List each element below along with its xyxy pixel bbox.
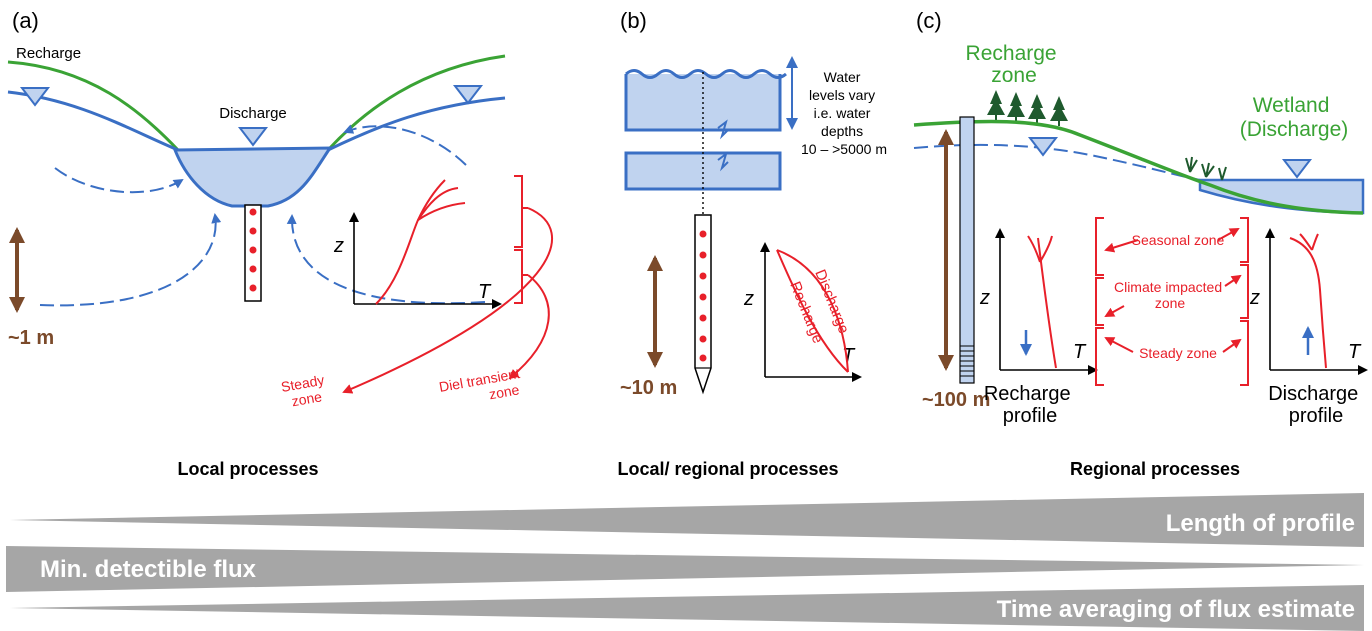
depth-label: ~1 m [8,327,54,349]
zone-pointer-arrows [1104,228,1242,353]
land-surface-right [326,54,506,152]
t-axis-label: T [1348,341,1362,363]
reeds-icon [1185,156,1227,181]
borehole [959,116,975,384]
z-axis-label: z [333,235,344,257]
trees-icon [987,90,1068,126]
zone-brackets-left [1095,217,1104,386]
water-level-icon [452,85,484,105]
temperature-sensors [249,208,257,292]
borehole-screen [960,345,974,377]
water-level-icon [1281,159,1313,179]
probe-rod [694,214,712,395]
panel-c-letter: (c) [916,8,942,33]
water-level-icon [1027,137,1059,157]
panel-a-letter: (a) [12,8,39,33]
water-table [913,143,1201,181]
scale-wedges: Length of profile Min. detectible flux T… [6,493,1364,631]
flux-wedge [6,546,1364,592]
climate-zone-label: Climate impacted zone [1114,279,1226,311]
depth-label: ~10 m [620,377,677,399]
panel-b-caption: Local/ regional processes [617,459,838,479]
stream-basin [172,146,333,208]
temperature-sensors [699,230,707,362]
recharge-zone-label: Recharge zone [966,42,1063,87]
zone-brackets-right [1240,217,1249,386]
length-wedge-label: Length of profile [1166,510,1355,537]
seasonal-zone-label: Seasonal zone [1132,232,1225,248]
length-wedge [10,493,1364,547]
t-axis-label: T [478,281,492,303]
break-mark [717,119,729,140]
t-axis-label: T [1073,341,1087,363]
panel-c-caption: Regional processes [1070,459,1240,479]
panel-b-letter: (b) [620,8,647,33]
discharge-label: Discharge [219,105,287,122]
water-level-icon [19,87,51,107]
recharge-label: Recharge [16,45,81,62]
temperature-profiles [375,179,466,305]
discharge-profile-label: Discharge profile [1268,383,1364,427]
wetland-label: Wetland (Discharge) [1240,94,1349,141]
panel-b: (b) Water levels vary i.e. water depths … [617,8,887,479]
flow-paths [39,124,486,307]
water-level-icon [237,127,269,147]
t-axis-label: T [842,345,856,367]
discharge-temperature-profiles [1289,233,1327,369]
steady-zone-arrow [342,207,554,394]
steady-zone-label: Steady zone [1139,345,1217,361]
panel-a-caption: Local processes [177,459,318,479]
diel-zone-label: Diel transient zone [438,364,528,410]
water-table-right [327,96,506,152]
panel-a: (a) Recharge Discharge ~1 m [7,8,554,479]
z-axis-label: z [743,288,754,310]
recharge-temperature-profiles [1027,235,1057,369]
temperature-profiles [776,249,849,373]
water-level-note: Water levels vary i.e. water depths 10 –… [801,69,887,157]
land-surface [913,119,1364,215]
break-mark [717,151,729,172]
steady-zone-label: Steady zone [280,371,332,411]
land-surface-left [7,60,180,152]
zone-brackets [514,175,528,304]
time-wedge [10,585,1364,631]
water-surface [625,69,787,79]
flux-wedge-label: Min. detectible flux [40,556,257,583]
depth-label: ~100 m [922,389,990,411]
time-wedge-label: Time averaging of flux estimate [997,596,1355,623]
z-axis-label: z [1249,287,1260,309]
wetland-water [1198,178,1365,215]
z-axis-label: z [979,287,990,309]
recharge-profile-label: Recharge profile [984,383,1076,427]
diel-zone-arrow [508,274,550,380]
panel-c: (c) Recharge zone Wetland (Discharge) [913,8,1368,479]
